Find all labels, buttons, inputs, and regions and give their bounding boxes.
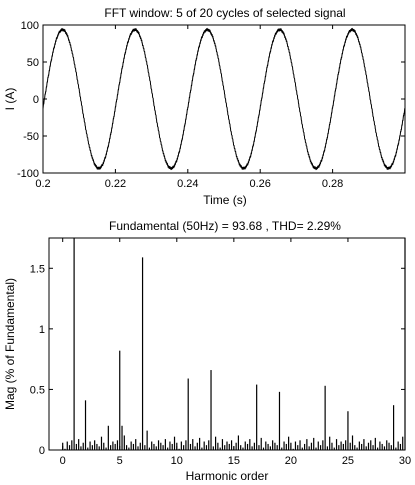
spectrum-x-tick-label: 25: [342, 455, 354, 467]
spectrum-plot-area: 0 0.5 1 1.5 0 5 10 15 20 25 30: [30, 237, 411, 467]
signal-x-tick-label: 0.22: [105, 178, 126, 190]
spectrum-axes-box: [48, 237, 406, 451]
spectrum-x-axis-label: Harmonic order: [186, 469, 269, 483]
spectrum-x-tick-label: 5: [117, 455, 123, 467]
spectrum-x-ticks: 0 5 10 15 20 25 30: [60, 238, 411, 467]
signal-y-tick-label: -50: [23, 131, 39, 143]
signal-y-ticks: 100 50 0 -50 -100: [17, 20, 405, 180]
spectrum-y-tick-label: 1: [39, 324, 45, 336]
spectrum-x-tick-label: 15: [228, 455, 240, 467]
signal-chart: FFT window: 5 of 20 cycles of selected s…: [3, 6, 406, 207]
signal-x-tick-label: 0.26: [249, 178, 270, 190]
spectrum-x-tick-label: 10: [171, 455, 183, 467]
signal-x-tick-label: 0.24: [177, 178, 198, 190]
spectrum-y-tick-label: 0: [39, 445, 45, 457]
spectrum-chart-title: Fundamental (50Hz) = 93.68 , THD= 2.29%: [109, 219, 341, 233]
spectrum-y-tick-label: 1.5: [30, 263, 45, 275]
spectrum-y-tick-label: 0.5: [30, 384, 45, 396]
spectrum-y-axis-label: Mag (% of Fundamental): [3, 278, 17, 410]
signal-plot-area: 100 50 0 -50 -100 0.2 0.22 0.24 0.26 0.28: [17, 20, 406, 190]
signal-y-axis-label: I (A): [3, 88, 17, 111]
signal-y-tick-label: 0: [33, 94, 39, 106]
spectrum-x-tick-label: 20: [285, 455, 297, 467]
spectrum-x-tick-label: 0: [60, 455, 66, 467]
signal-y-tick-label: 100: [21, 20, 39, 32]
signal-axes-box: [42, 24, 406, 174]
spectrum-x-tick-label: 30: [399, 455, 411, 467]
signal-waveform-line: [42, 27, 406, 171]
signal-y-tick-label: 50: [27, 57, 39, 69]
signal-x-axis-label: Time (s): [203, 193, 247, 207]
signal-chart-title: FFT window: 5 of 20 cycles of selected s…: [104, 6, 345, 20]
signal-y-tick-label: -100: [17, 168, 39, 180]
signal-x-ticks: 0.2 0.22 0.24 0.26 0.28: [35, 25, 343, 190]
signal-x-tick-label: 0.2: [35, 178, 50, 190]
spectrum-chart: Fundamental (50Hz) = 93.68 , THD= 2.29% …: [3, 219, 411, 483]
signal-x-tick-label: 0.28: [322, 178, 343, 190]
